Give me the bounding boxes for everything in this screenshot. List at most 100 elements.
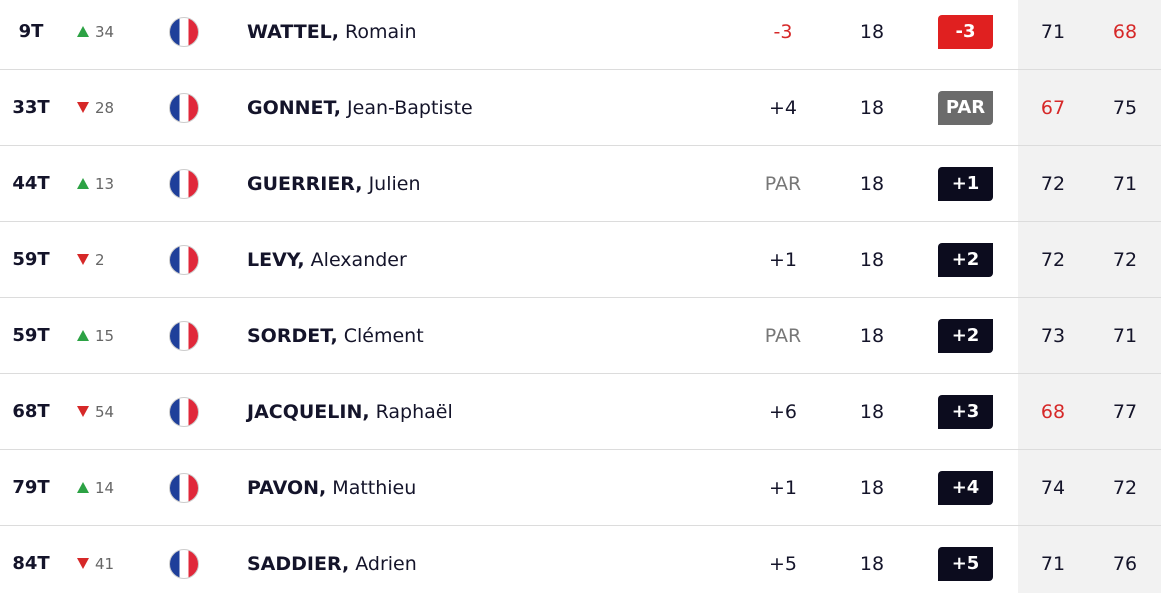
total: +3 xyxy=(938,395,993,429)
round-score: 72 xyxy=(1040,173,1066,195)
round-score: 74 xyxy=(1040,477,1066,499)
total: +2 xyxy=(938,319,993,353)
player-name: PAVON, Matthieu xyxy=(247,450,416,526)
today: +1 xyxy=(768,249,797,271)
round-score: 71 xyxy=(1040,553,1066,575)
thru: 18 xyxy=(859,249,885,271)
last-name: PAVON, xyxy=(247,477,327,499)
movement-arrow xyxy=(77,558,89,569)
player-row: 59T 15 SORDET, Clément PAR 18 +2 73 71 xyxy=(0,298,1161,374)
round-score: 75 xyxy=(1112,97,1138,119)
total: PAR xyxy=(938,91,993,125)
first-name: Clément xyxy=(343,325,424,347)
round-score: 72 xyxy=(1040,249,1066,271)
player-row: 68T 54 JACQUELIN, Raphaël +6 18 +3 68 77 xyxy=(0,374,1161,450)
movement-arrow xyxy=(77,330,89,341)
round-score: 76 xyxy=(1112,553,1138,575)
last-name: SORDET, xyxy=(247,325,338,347)
movement-arrow xyxy=(77,178,89,189)
movement-places: 34 xyxy=(95,23,115,41)
round-score: 72 xyxy=(1112,477,1138,499)
rounds-shade xyxy=(1018,0,1161,593)
first-name: Adrien xyxy=(355,553,417,575)
thru: 18 xyxy=(859,97,885,119)
movement-places: 14 xyxy=(95,479,115,497)
total: +1 xyxy=(938,167,993,201)
last-name: SADDIER, xyxy=(247,553,350,575)
player-row: 33T 28 GONNET, Jean-Baptiste +4 18 PAR 67 75 xyxy=(0,70,1161,146)
movement-places: 54 xyxy=(95,403,115,421)
round-score: 73 xyxy=(1040,325,1066,347)
player-row: 44T 13 GUERRIER, Julien PAR 18 +1 72 71 xyxy=(0,146,1161,222)
round-score: 71 xyxy=(1040,21,1066,43)
position: 59T xyxy=(12,249,50,270)
round-score: 72 xyxy=(1112,249,1138,271)
round-score: 71 xyxy=(1112,173,1138,195)
round-score: 67 xyxy=(1040,97,1066,119)
player-name: SADDIER, Adrien xyxy=(247,526,417,593)
position: 59T xyxy=(12,325,50,346)
first-name: Jean-Baptiste xyxy=(347,97,473,119)
movement-arrow xyxy=(77,482,89,493)
round-score: 68 xyxy=(1040,401,1066,423)
today: -3 xyxy=(773,21,793,43)
last-name: GONNET, xyxy=(247,97,341,119)
flag xyxy=(169,321,199,351)
movement-places: 28 xyxy=(95,99,115,117)
player-row: 79T 14 PAVON, Matthieu +1 18 +4 74 72 xyxy=(0,450,1161,526)
position: 68T xyxy=(12,401,50,422)
movement-places: 2 xyxy=(95,251,105,269)
today: +6 xyxy=(768,401,797,423)
player-name: SORDET, Clément xyxy=(247,298,424,374)
flag xyxy=(169,397,199,427)
movement-arrow xyxy=(77,26,89,37)
position: 9T xyxy=(18,21,44,42)
round-score: 77 xyxy=(1112,401,1138,423)
player-name: WATTEL, Romain xyxy=(247,0,417,70)
total: -3 xyxy=(938,15,993,49)
thru: 18 xyxy=(859,325,885,347)
first-name: Julien xyxy=(368,173,421,195)
last-name: WATTEL, xyxy=(247,21,339,43)
last-name: JACQUELIN, xyxy=(247,401,370,423)
movement-places: 13 xyxy=(95,175,115,193)
total: +4 xyxy=(938,471,993,505)
last-name: LEVY, xyxy=(247,249,305,271)
flag xyxy=(169,17,199,47)
movement-arrow xyxy=(77,254,89,265)
player-name: GONNET, Jean-Baptiste xyxy=(247,70,473,146)
first-name: Matthieu xyxy=(332,477,417,499)
round-score: 71 xyxy=(1112,325,1138,347)
thru: 18 xyxy=(859,401,885,423)
player-name: JACQUELIN, Raphaël xyxy=(247,374,453,450)
total: +5 xyxy=(938,547,993,581)
player-row: 84T 41 SADDIER, Adrien +5 18 +5 71 76 xyxy=(0,526,1161,593)
thru: 18 xyxy=(859,553,885,575)
flag xyxy=(169,549,199,579)
round-score: 68 xyxy=(1112,21,1138,43)
flag xyxy=(169,93,199,123)
player-row: 9T 34 WATTEL, Romain -3 18 -3 71 68 xyxy=(0,0,1161,70)
today: +5 xyxy=(768,553,797,575)
last-name: GUERRIER, xyxy=(247,173,363,195)
position: 33T xyxy=(12,97,50,118)
first-name: Romain xyxy=(345,21,417,43)
movement-arrow xyxy=(77,102,89,113)
movement-places: 41 xyxy=(95,555,115,573)
today: PAR xyxy=(764,173,802,195)
position: 79T xyxy=(12,477,50,498)
first-name: Raphaël xyxy=(375,401,453,423)
today: +4 xyxy=(768,97,797,119)
player-row: 59T 2 LEVY, Alexander +1 18 +2 72 72 xyxy=(0,222,1161,298)
player-name: GUERRIER, Julien xyxy=(247,146,421,222)
position: 44T xyxy=(12,173,50,194)
first-name: Alexander xyxy=(310,249,407,271)
total: +2 xyxy=(938,243,993,277)
flag xyxy=(169,245,199,275)
player-name: LEVY, Alexander xyxy=(247,222,407,298)
thru: 18 xyxy=(859,477,885,499)
flag xyxy=(169,169,199,199)
thru: 18 xyxy=(859,173,885,195)
today: PAR xyxy=(764,325,802,347)
